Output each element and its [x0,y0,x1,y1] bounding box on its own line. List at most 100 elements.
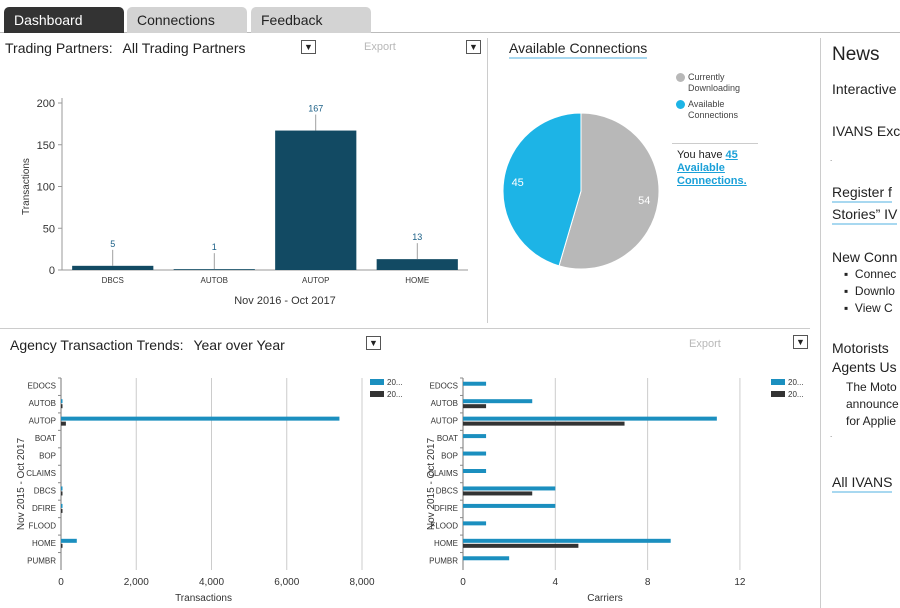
bar [61,416,340,421]
y-tick-label: AUTOP [29,417,56,426]
bar [61,421,66,426]
y-tick-label: DBCS [34,486,56,495]
available-connections-link[interactable]: 45 Available Connections. [677,149,747,187]
legend-dot-available-connections [676,100,685,109]
legend-label: 20... [387,378,403,387]
y-tick-label: BOAT [35,434,56,443]
y-tick-label: EDOCS [430,382,458,391]
news-link-all-ivans[interactable]: All IVANS [832,474,893,493]
trends-selected: Year over Year [193,337,285,353]
y-tick-label: FLOOD [430,521,458,530]
trading-partners-export-link[interactable]: Export [364,41,396,53]
y-tick-label: 200 [37,98,55,110]
data-label: 167 [308,104,323,114]
trends-dropdown-button[interactable]: ▼ [366,336,381,350]
y-axis-label: Nov 2015 - Oct 2017 [16,437,27,530]
trading-partners-dropdown-button[interactable]: ▼ [301,40,316,54]
x-axis-label: Transactions [175,593,232,604]
trading-partners-chart: 0 50 100 150 200 5 DBCS 1 AUTOB 167 AUTOP 13 HOME Nov… [21,98,468,307]
trading-partners-label: Trading Partners: [5,40,113,56]
data-label: 1 [212,242,217,252]
legend-currently-downloading: Currently Downloading [688,72,741,93]
pie-slice-label: 54 [638,195,650,207]
bar [275,130,357,270]
y-tick-label: PUMBR [27,556,56,565]
x-tick-label: 2,000 [124,577,149,588]
bar [173,269,255,270]
bar [463,381,487,386]
pie-slice-label: 45 [512,177,524,189]
bar [61,543,63,548]
bar [463,503,556,508]
y-tick-label: DFIRE [32,504,56,513]
y-axis-label: Nov 2015 - Oct 2017 [426,437,437,530]
news-bullet-downlo: ▪ Downlo [844,284,895,298]
bar [463,469,487,473]
divider-vertical-mid [487,38,488,323]
news-bullet-connec: ▪ Connec [844,267,897,281]
news-bullet-text: View C [854,301,893,315]
y-tick-label: 150 [37,140,55,152]
legend-label: 20... [788,390,804,399]
x-tick-label: 8 [645,577,651,588]
bar [61,486,63,491]
bar [61,399,63,404]
y-axis-label: Transactions [21,158,32,215]
available-connections-title: Available Connections [509,40,648,59]
news-body-line-2: announce [846,397,899,411]
y-tick-label: 50 [43,223,55,235]
trading-partners-selected: All Trading Partners [122,40,246,56]
export-dropdown-button[interactable]: ▼ [466,40,481,54]
news-item-ivans-exc: IVANS Exc [832,123,900,139]
y-tick-label: HOME [434,539,458,548]
y-tick-label: BOP [441,452,458,461]
chevron-down-icon: ▼ [304,42,313,52]
legend-swatch [771,379,785,385]
x-tick-label: 12 [734,577,746,588]
trends-export-link[interactable]: Export [689,338,721,350]
y-tick-label: AUTOB [29,399,56,408]
x-tick-label: 8,000 [349,577,374,588]
chevron-down-icon: ▼ [469,42,478,52]
pie-slice [502,112,582,267]
legend-swatch [370,391,384,397]
you-have-text: You have 45 Available Connections. [677,149,757,188]
news-link-register[interactable]: Register f [832,184,892,203]
news-separator: . [830,154,833,163]
trends-export-dropdown-button[interactable]: ▼ [793,335,808,349]
tab-dashboard[interactable]: Dashboard [4,7,124,33]
y-tick-label: DBCS [436,486,458,495]
carriers-trend-chart: 0 4 8 12 EDOCS AUTOB AUTOP BOAT BOP CLAIMS DBCS DFI… [426,377,804,604]
bar [463,538,671,543]
y-tick-label: HOME [32,539,56,548]
x-axis-label: Carriers [587,593,623,604]
tab-feedback[interactable]: Feedback [251,7,371,33]
bar [72,265,154,270]
news-separator: . [830,430,833,439]
bar [463,556,510,561]
x-tick-label: 4,000 [199,577,224,588]
y-tick-label: BOAT [437,434,458,443]
bar [61,508,63,513]
y-tick-label: PUMBR [429,556,458,565]
you-have-prefix: You have [677,149,723,161]
bar [463,491,533,496]
pie-slice [558,112,660,270]
tab-connections[interactable]: Connections [127,7,247,33]
x-tick-label: 0 [58,577,64,588]
news-item-interactive: Interactive [832,81,897,97]
y-tick-label: FLOOD [28,521,56,530]
chevron-down-icon: ▼ [369,338,378,348]
y-tick-label: AUTOB [431,399,458,408]
chevron-down-icon: ▼ [796,337,805,347]
news-link-stories[interactable]: Stories” IV [832,206,898,225]
news-body-line-1: The Moto [846,380,897,394]
divider-horizontal [0,328,810,329]
bar [463,399,533,404]
bar [463,451,487,456]
available-connections-pie: 54 45 [502,112,660,270]
trends-label: Agency Transaction Trends: [10,337,184,353]
divider-vertical-news [820,38,821,608]
bar [463,434,487,439]
bar [61,491,63,496]
